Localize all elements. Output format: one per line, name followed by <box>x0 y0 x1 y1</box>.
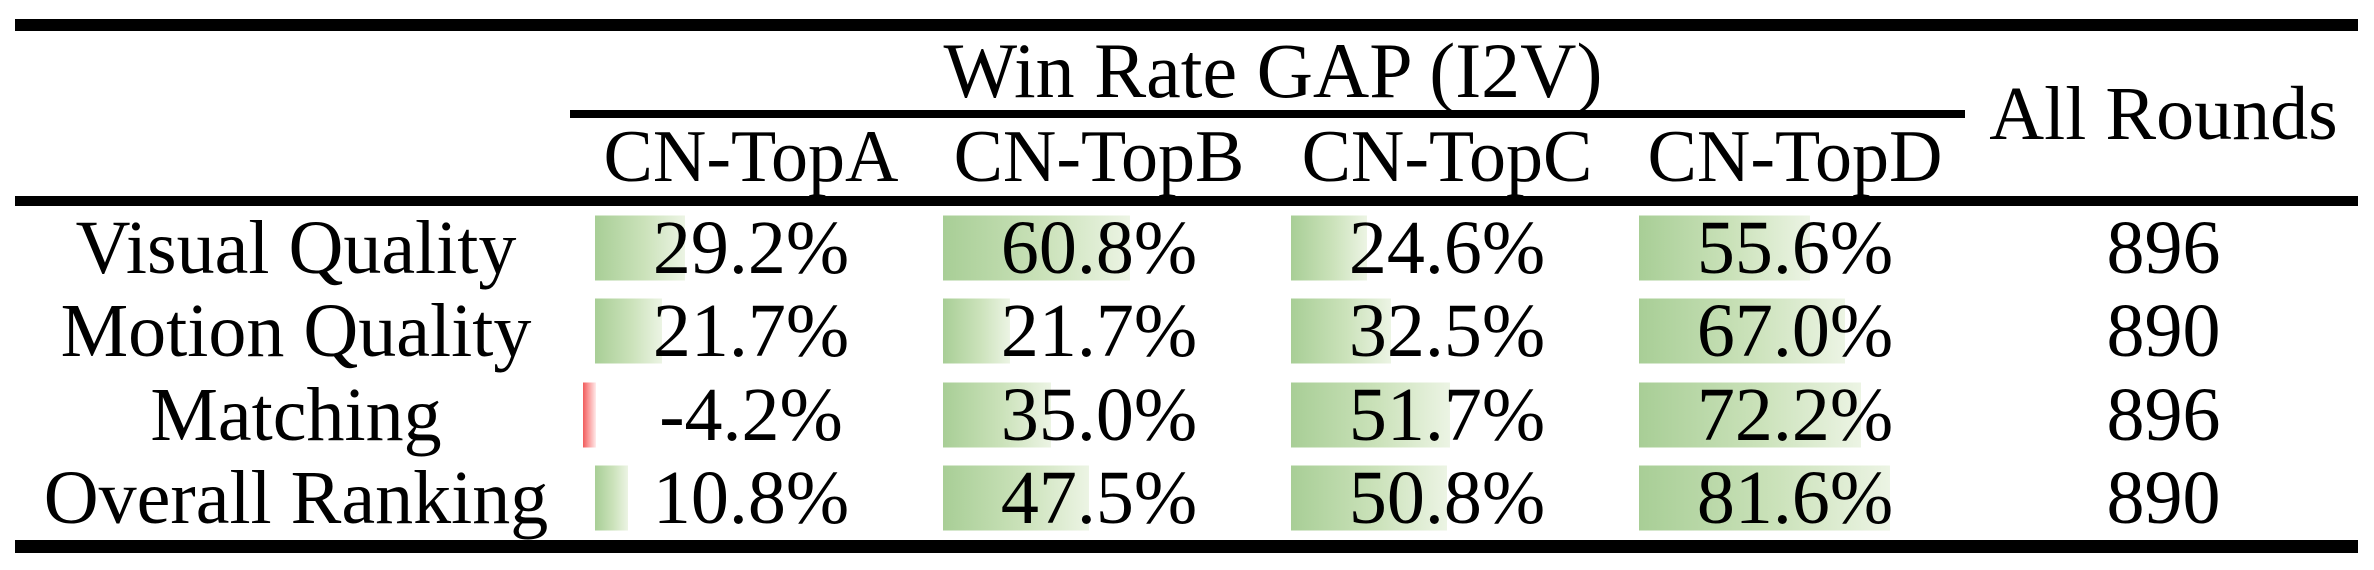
table-cell: 35.0% <box>925 373 1273 457</box>
all-rounds-value: 890 <box>2106 456 2221 541</box>
data-bar <box>595 298 662 364</box>
percent-value: 21.7% <box>1000 289 1198 374</box>
table-bottom-rule <box>15 540 2358 553</box>
column-header-all-rounds: All Rounds <box>1989 71 2338 156</box>
percent-value: 60.8% <box>1000 205 1198 290</box>
table-cell: 21.7% <box>577 290 925 374</box>
all-rounds-value: 896 <box>2106 205 2221 290</box>
data-bar <box>595 215 685 281</box>
percent-value: 51.7% <box>1348 372 1546 457</box>
percent-value: 50.8% <box>1348 456 1546 541</box>
table-cell: 51.7% <box>1273 373 1621 457</box>
table-cell: 81.6% <box>1621 457 1969 541</box>
table-cell: 60.8% <box>925 206 1273 290</box>
data-bar <box>1639 215 1810 281</box>
percent-value: -4.2% <box>659 372 843 457</box>
column-header-cn-topc: CN-TopC <box>1301 116 1593 198</box>
table-cell: 24.6% <box>1273 206 1621 290</box>
data-bar <box>1291 215 1367 281</box>
data-bar <box>1639 465 1890 531</box>
table-cell: 72.2% <box>1621 373 1969 457</box>
data-bar <box>943 215 1130 281</box>
all-rounds-value: 890 <box>2106 289 2221 374</box>
percent-value: 32.5% <box>1348 289 1546 374</box>
percent-value: 47.5% <box>1000 456 1198 541</box>
table-top-rule <box>15 19 2358 31</box>
percent-value: 81.6% <box>1696 456 1894 541</box>
data-bar <box>1639 382 1861 448</box>
percent-value: 29.2% <box>652 205 850 290</box>
data-bar <box>943 465 1089 531</box>
data-bar <box>1291 465 1447 531</box>
table-body: Visual Quality 29.2% 60.8% 24.6% 55.6% 8… <box>15 206 2358 540</box>
table-row: Overall Ranking 10.8% 47.5% 50.8% 81.6% … <box>15 457 2358 541</box>
table-row: Matching -4.2% 35.0% 51.7% 72.2% 896 <box>15 373 2358 457</box>
data-bar <box>595 465 628 531</box>
data-bar <box>1291 382 1450 448</box>
row-label: Matching <box>150 372 442 457</box>
percent-value: 21.7% <box>652 289 850 374</box>
title-underline-rule <box>570 110 1965 118</box>
table-cell: 29.2% <box>577 206 925 290</box>
header-bottom-rule <box>15 196 2358 206</box>
column-header-cn-topd: CN-TopD <box>1647 116 1943 198</box>
table-cell: 47.5% <box>925 457 1273 541</box>
table-cell: 55.6% <box>1621 206 1969 290</box>
table-cell: -4.2% <box>577 373 925 457</box>
table-title: Win Rate GAP (I2V) <box>943 26 1603 114</box>
data-bar <box>583 382 596 448</box>
row-label: Visual Quality <box>75 205 517 290</box>
table-row: Motion Quality 21.7% 21.7% 32.5% 67.0% 8… <box>15 290 2358 374</box>
all-rounds-value: 896 <box>2106 372 2221 457</box>
percent-value: 72.2% <box>1696 372 1894 457</box>
table-cell: 21.7% <box>925 290 1273 374</box>
percent-value: 35.0% <box>1000 372 1198 457</box>
data-bar <box>1291 298 1391 364</box>
percent-value: 10.8% <box>652 456 850 541</box>
table-cell: 10.8% <box>577 457 925 541</box>
row-label: Motion Quality <box>60 289 532 374</box>
table-cell: 50.8% <box>1273 457 1621 541</box>
row-label: Overall Ranking <box>43 456 549 541</box>
data-bar <box>1639 298 1845 364</box>
column-header-cn-topa: CN-TopA <box>603 116 899 198</box>
column-header-cn-topb: CN-TopB <box>953 116 1245 198</box>
data-bar <box>943 382 1051 448</box>
percent-value: 55.6% <box>1696 205 1894 290</box>
table-cell: 67.0% <box>1621 290 1969 374</box>
table-cell: 32.5% <box>1273 290 1621 374</box>
data-bar <box>943 298 1010 364</box>
table-row: Visual Quality 29.2% 60.8% 24.6% 55.6% 8… <box>15 206 2358 290</box>
percent-value: 24.6% <box>1348 205 1546 290</box>
percent-value: 67.0% <box>1696 289 1894 374</box>
